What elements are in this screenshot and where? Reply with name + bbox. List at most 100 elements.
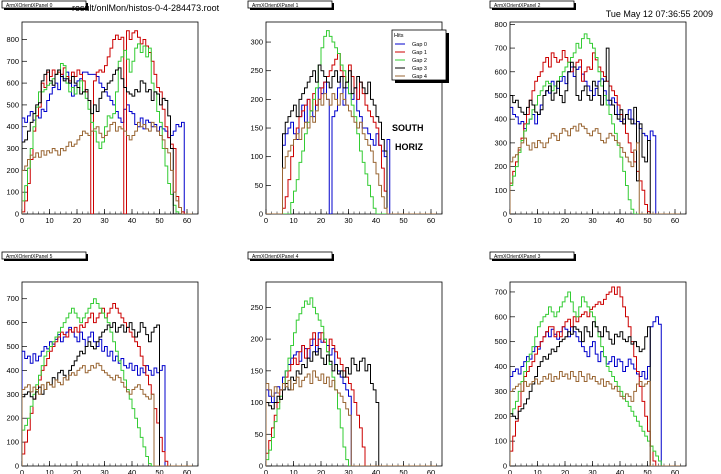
y-tick-label: 800 <box>6 35 19 44</box>
y-tick-label: 300 <box>6 390 19 399</box>
x-tick-label: 30 <box>588 468 596 474</box>
histogram-series <box>510 321 681 466</box>
histogram-panel: ArmXOrientXPanel 1 0 10 20 30 40 50 60 0 50 100 150… <box>247 0 443 225</box>
panel-title: ArmXOrientXPanel 1 <box>252 3 299 9</box>
x-tick-label: 50 <box>399 216 407 225</box>
y-tick-label: 300 <box>494 387 507 396</box>
histogram-series <box>510 316 681 466</box>
y-tick-label: 100 <box>494 186 507 195</box>
x-tick-label: 30 <box>344 216 352 225</box>
legend-box <box>391 29 447 81</box>
histogram-series <box>510 49 681 214</box>
panel-title: ArmXOrientXPanel 4 <box>252 254 299 260</box>
x-tick-label: 10 <box>45 468 53 474</box>
histogram-series <box>22 326 193 466</box>
histogram-series <box>510 286 681 466</box>
histogram-series <box>22 298 193 466</box>
histogram-series <box>510 47 681 214</box>
x-tick-label: 50 <box>643 468 651 474</box>
title-box <box>1 0 87 9</box>
x-tick-label: 60 <box>427 468 435 474</box>
histogram-series <box>22 71 193 214</box>
legend-entry: Gap 2 <box>412 58 427 64</box>
y-tick-label: 600 <box>494 67 507 76</box>
y-tick-label: 100 <box>6 188 19 197</box>
histogram-series <box>22 322 193 466</box>
histogram-series <box>266 348 437 466</box>
x-tick-label: 10 <box>533 216 541 225</box>
y-tick-label: 100 <box>250 152 263 161</box>
x-tick-label: 40 <box>616 216 624 225</box>
x-tick-label: 0 <box>264 216 268 225</box>
title-box <box>1 251 87 260</box>
y-tick-label: 250 <box>250 303 263 312</box>
y-tick-label: 400 <box>6 122 19 131</box>
plot-frame <box>265 281 443 467</box>
x-tick-label: 20 <box>317 468 325 474</box>
histogram-panel: ArmXOrientXPanel 00 10 20 30 40 50 60010020030… <box>1 0 199 225</box>
y-tick-label: 150 <box>250 124 263 133</box>
histogram-series <box>22 43 193 214</box>
x-tick-label: 10 <box>45 216 53 225</box>
x-tick-label: 50 <box>155 468 163 474</box>
panel-title: ArmXOrientXPanel 2 <box>494 3 541 9</box>
y-tick-label: 100 <box>250 398 263 407</box>
title-box <box>489 0 575 9</box>
legend-entry: Gap 3 <box>412 66 427 72</box>
histogram-series <box>510 291 681 466</box>
y-tick-label: 200 <box>6 414 19 423</box>
y-tick-label: 500 <box>6 100 19 109</box>
title-box <box>247 251 333 260</box>
y-tick-label: 700 <box>6 57 19 66</box>
orientation-label-south: SOUTH <box>392 123 424 133</box>
x-tick-label: 50 <box>399 468 407 474</box>
title-box <box>247 0 333 9</box>
y-tick-label: 300 <box>494 138 507 147</box>
y-tick-label: 700 <box>6 294 19 303</box>
histogram-series <box>266 64 437 214</box>
title-box <box>489 251 575 260</box>
y-tick-label: 50 <box>255 181 263 190</box>
x-tick-label: 60 <box>671 216 679 225</box>
y-tick-label: 250 <box>250 66 263 75</box>
x-tick-label: 40 <box>616 468 624 474</box>
x-tick-label: 20 <box>561 216 569 225</box>
orientation-label-horiz: HORIZ <box>395 142 423 152</box>
histogram-series <box>22 67 193 214</box>
x-tick-label: 50 <box>155 216 163 225</box>
x-tick-label: 30 <box>100 216 108 225</box>
histogram-series <box>22 121 193 214</box>
y-tick-label: 700 <box>494 287 507 296</box>
y-tick-label: 200 <box>494 412 507 421</box>
histogram-series <box>510 66 681 214</box>
x-tick-label: 0 <box>508 216 512 225</box>
y-tick-label: 200 <box>494 162 507 171</box>
x-tick-label: 10 <box>533 468 541 474</box>
y-tick-label: 500 <box>494 337 507 346</box>
file-title: result/onlMon/histos-0-4-284473.root <box>72 3 220 13</box>
x-tick-label: 60 <box>671 468 679 474</box>
y-tick-label: 300 <box>250 38 263 47</box>
histogram-series <box>266 370 437 466</box>
y-tick-label: 600 <box>6 79 19 88</box>
y-tick-label: 200 <box>6 166 19 175</box>
histogram-panel: ArmXOrientXPanel 20 10 20 30 40 50 60010020030… <box>489 0 687 225</box>
y-tick-label: 400 <box>6 366 19 375</box>
x-tick-label: 20 <box>317 216 325 225</box>
x-tick-label: 40 <box>372 216 380 225</box>
histogram-panel: ArmXOrientXPanel 50 10 20 30 40 50 60010020030… <box>1 251 199 474</box>
x-tick-label: 40 <box>372 468 380 474</box>
y-tick-label: 0 <box>503 462 507 471</box>
y-tick-label: 300 <box>6 144 19 153</box>
x-tick-label: 60 <box>183 216 191 225</box>
x-tick-label: 20 <box>73 468 81 474</box>
legend-title: Hits <box>394 33 404 39</box>
histogram-series <box>266 30 437 214</box>
y-tick-label: 500 <box>6 342 19 351</box>
x-tick-label: 20 <box>73 216 81 225</box>
y-tick-label: 100 <box>6 438 19 447</box>
x-tick-label: 50 <box>643 216 651 225</box>
y-tick-label: 500 <box>494 91 507 100</box>
legend-entry: Gap 4 <box>412 74 427 80</box>
legend-entry: Gap 0 <box>412 42 427 48</box>
